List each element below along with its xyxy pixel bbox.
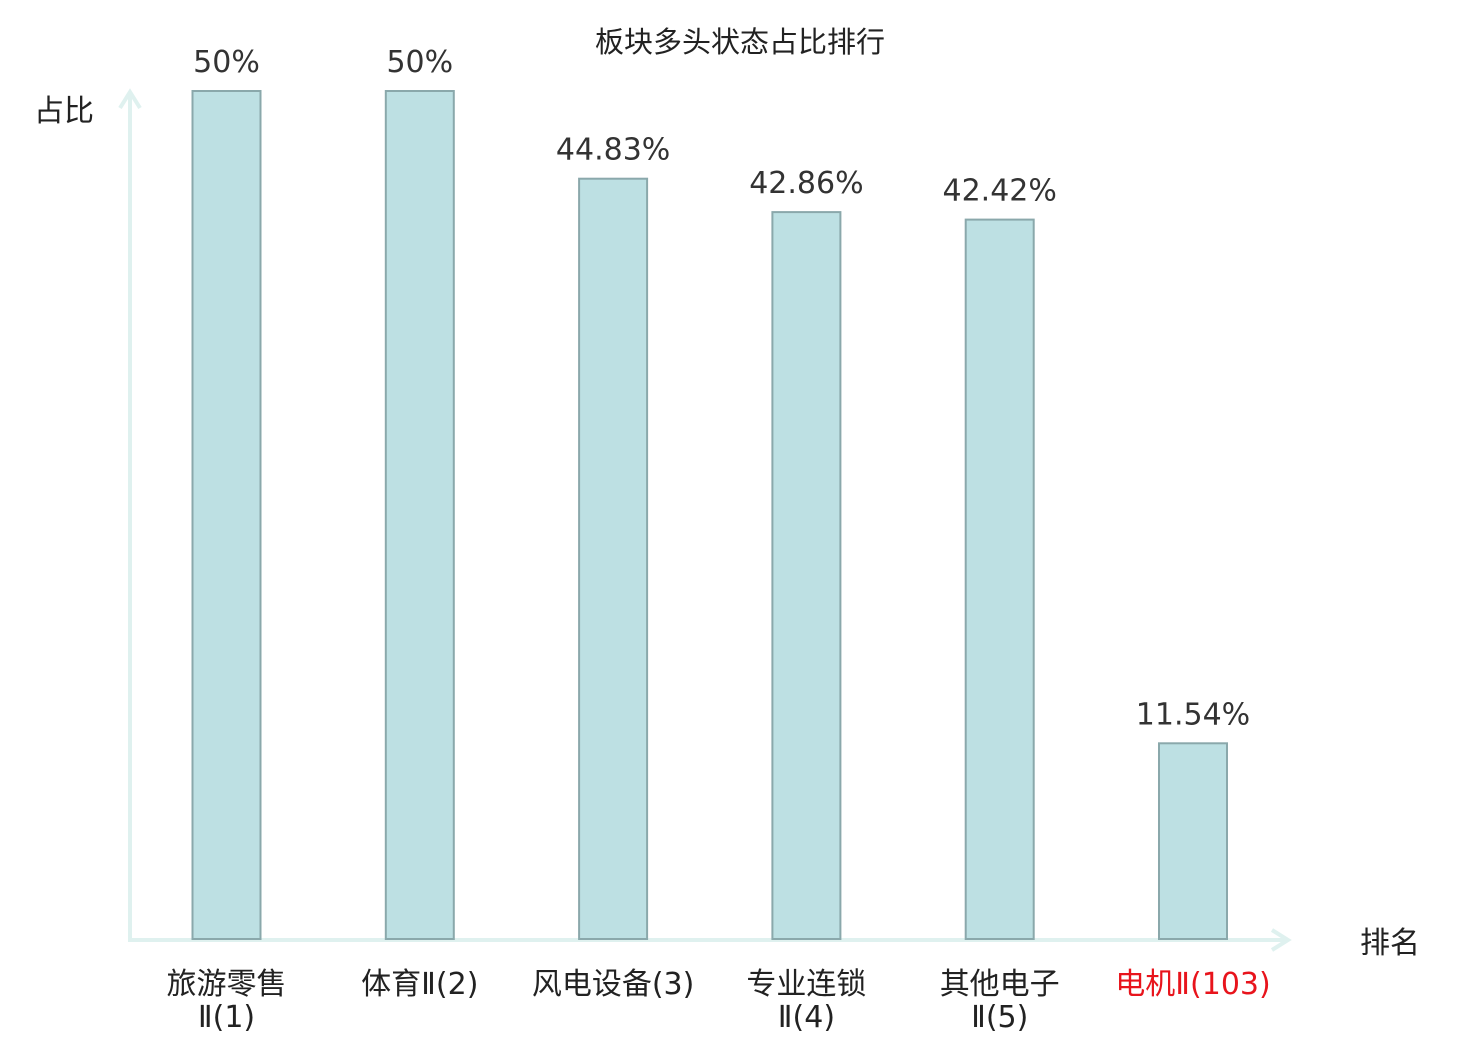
category-label-line: Ⅱ(1) xyxy=(198,1000,255,1035)
bar-2 xyxy=(384,90,455,940)
value-label-group: 50% 50% 44.83% 42.86% 42.42% 11.54% xyxy=(193,45,1250,732)
bar-4 xyxy=(771,211,842,941)
value-label-1: 50% xyxy=(193,45,260,80)
category-label-3: 风电设备(3) xyxy=(532,967,695,1002)
category-label-group: 旅游零售 Ⅱ(1) 体育Ⅱ(2) 风电设备(3) 专业连锁 Ⅱ(4) 其他电子 Ⅱ(5) 电机Ⅱ… xyxy=(167,967,1271,1035)
value-label-3: 44.83% xyxy=(556,133,670,168)
category-label-6: 电机Ⅱ(103) xyxy=(1115,967,1270,1002)
value-label-2: 50% xyxy=(386,45,453,80)
category-label-line: Ⅱ(4) xyxy=(778,1000,835,1035)
category-label-1: 旅游零售 Ⅱ(1) xyxy=(167,967,287,1035)
value-label-5: 42.42% xyxy=(943,174,1057,209)
bar-3 xyxy=(578,177,649,940)
y-axis-label: 占比 xyxy=(34,94,94,129)
category-label-2: 体育Ⅱ(2) xyxy=(361,967,478,1002)
category-label-line: 风电设备(3) xyxy=(532,967,695,1002)
category-label-line: 体育Ⅱ(2) xyxy=(361,967,478,1002)
bar-series xyxy=(191,90,1228,941)
bar-5 xyxy=(964,218,1035,941)
x-axis-arrow xyxy=(1270,928,1292,952)
category-label-5: 其他电子 Ⅱ(5) xyxy=(940,967,1060,1035)
category-label-line: 电机Ⅱ(103) xyxy=(1115,967,1270,1002)
category-label-line: Ⅱ(5) xyxy=(971,1000,1028,1035)
category-label-4: 专业连锁 Ⅱ(4) xyxy=(746,967,866,1035)
bar-6 xyxy=(1158,742,1228,940)
chart-title: 板块多头状态占比排行 xyxy=(595,25,885,59)
category-label-line: 旅游零售 xyxy=(167,967,287,1002)
category-label-line: 其他电子 xyxy=(940,967,1060,1002)
value-label-4: 42.86% xyxy=(749,166,863,201)
bar-1 xyxy=(191,90,262,940)
value-label-6: 11.54% xyxy=(1136,697,1250,732)
y-axis-arrow xyxy=(118,88,142,110)
x-axis-label: 排名 xyxy=(1360,926,1420,961)
category-label-line: 专业连锁 xyxy=(746,967,866,1002)
